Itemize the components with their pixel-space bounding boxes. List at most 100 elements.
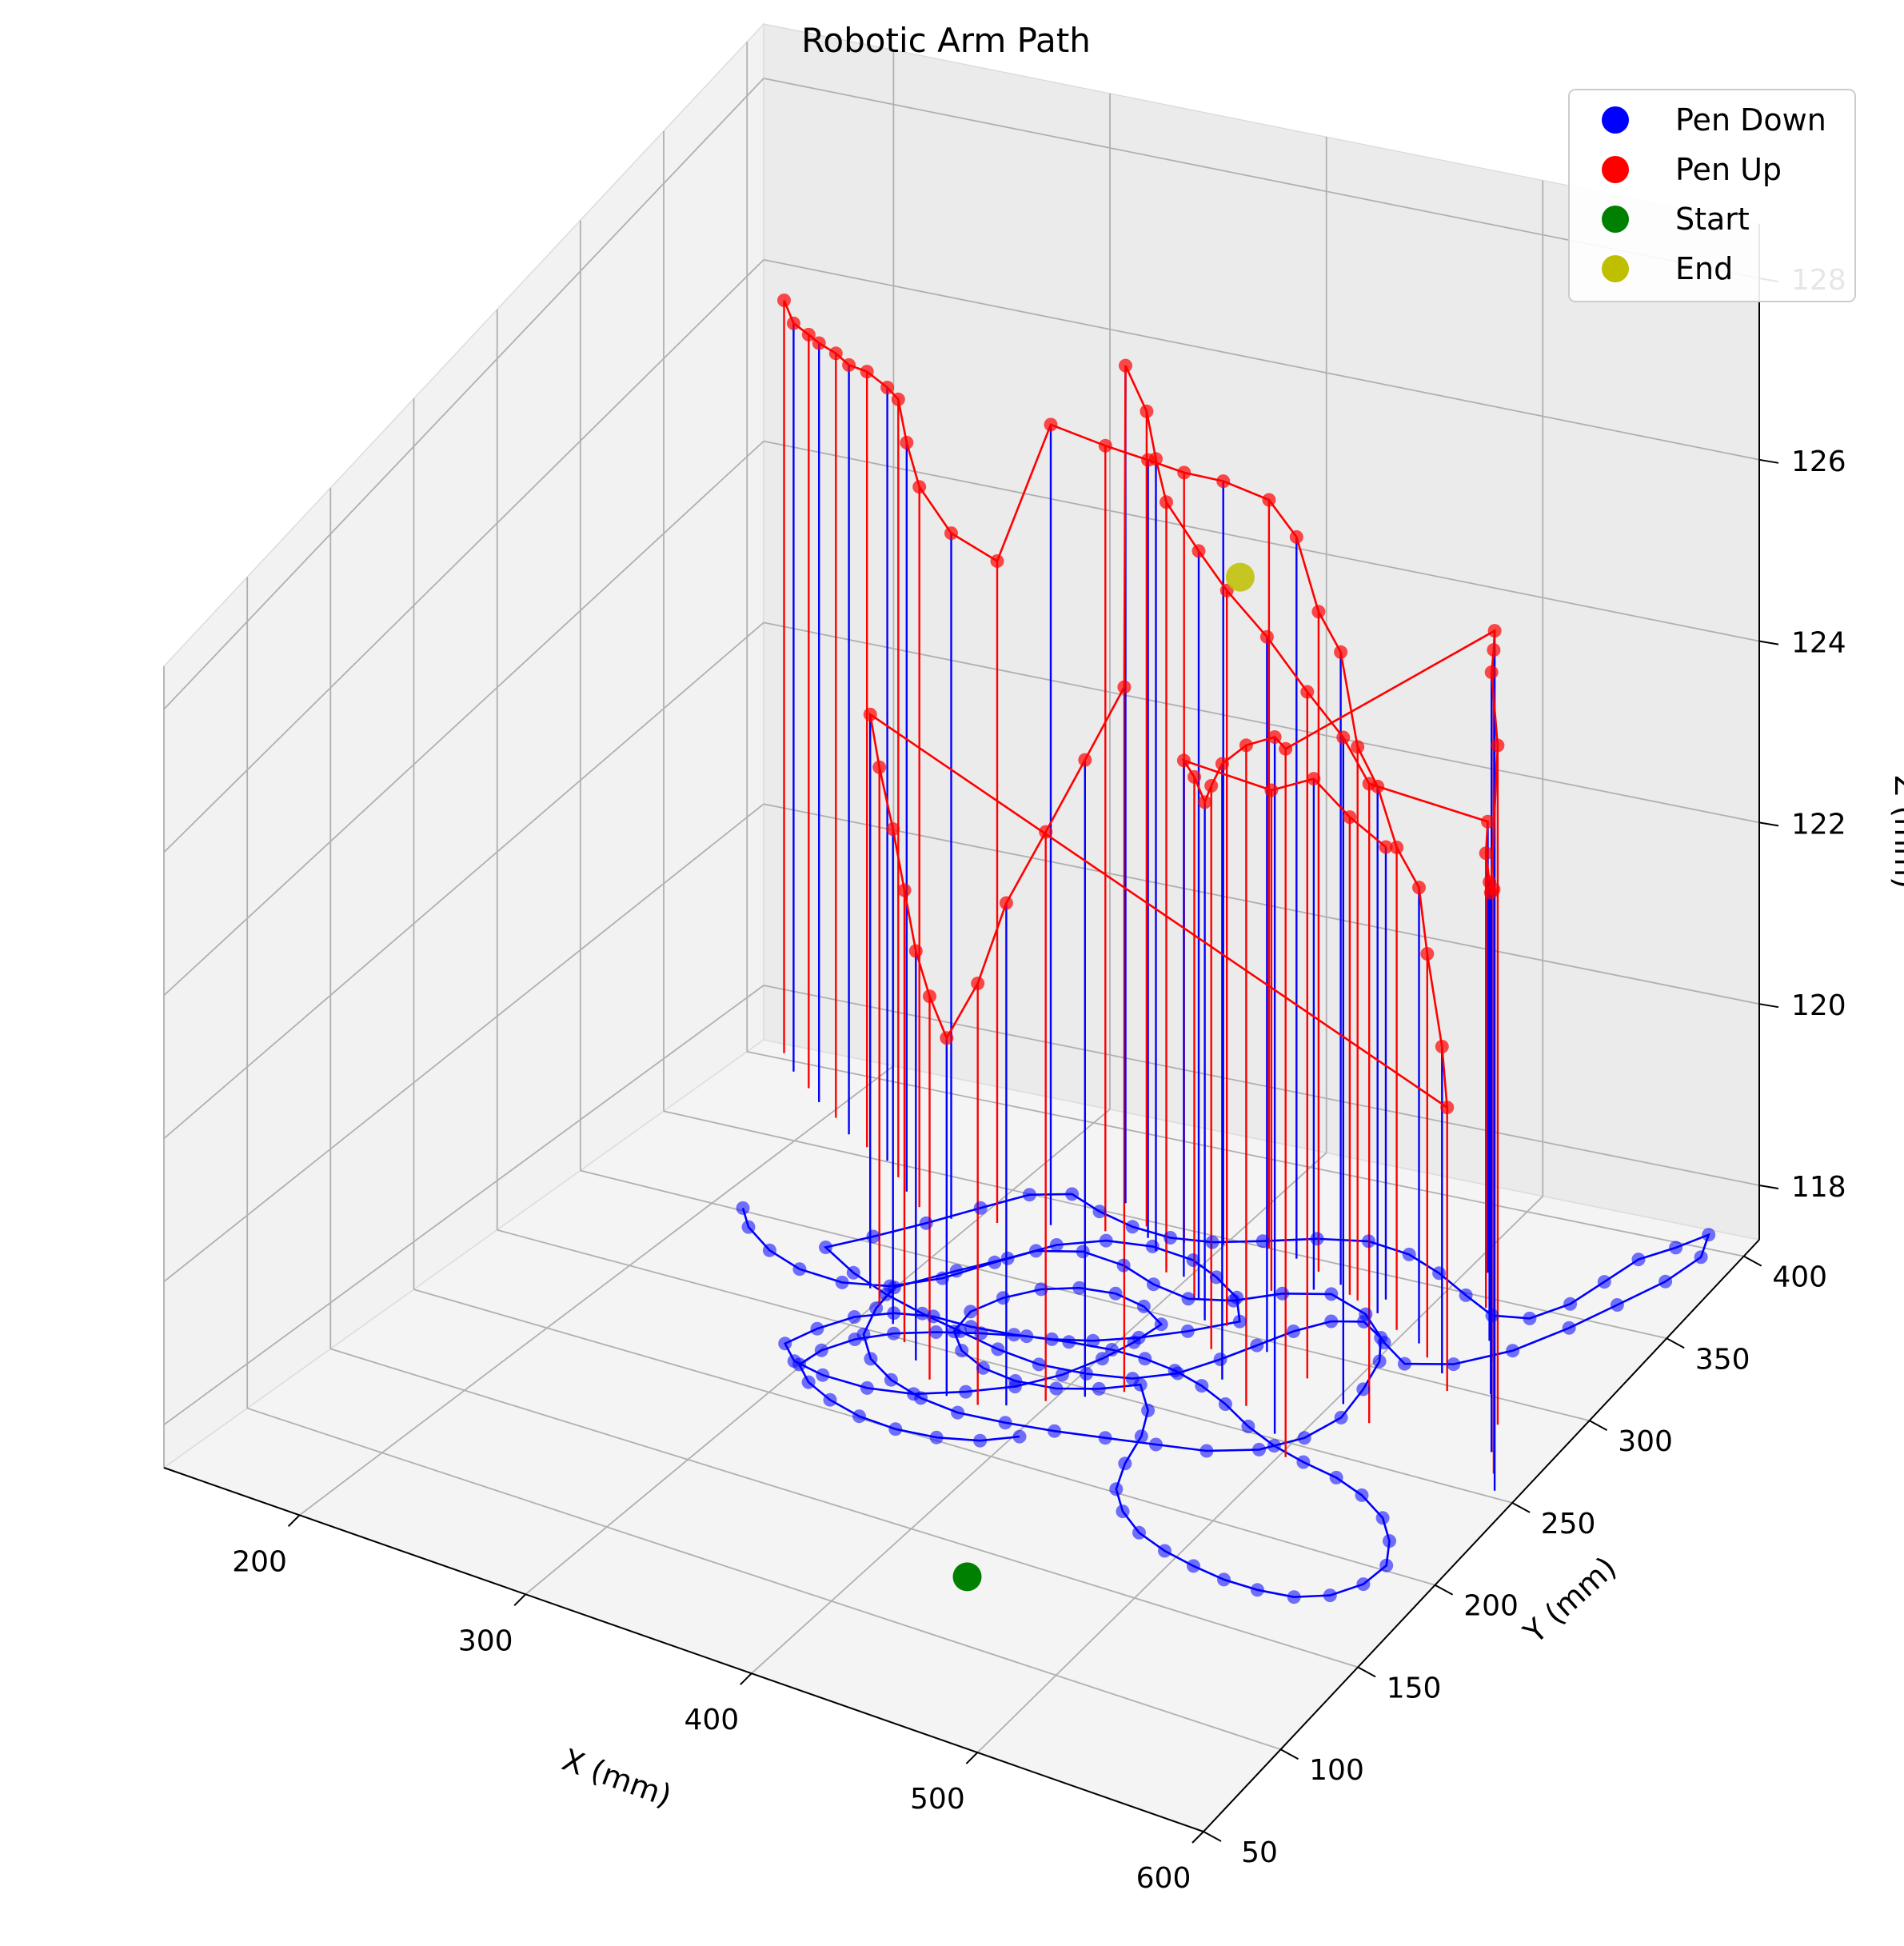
pen-up-point [786, 316, 800, 330]
pen-down-point [1133, 1377, 1148, 1392]
z-gridline [763, 440, 1760, 642]
legend-label-pen-up: Pen Up [1675, 152, 1782, 187]
pen-down-point [1164, 1231, 1177, 1245]
pen-up-point [1176, 753, 1191, 768]
pen-up-point [1300, 685, 1315, 699]
pen-down-point [1213, 1353, 1227, 1366]
pen-down-point [919, 1216, 933, 1230]
y-tick [1511, 1502, 1531, 1513]
pen-down-point [1374, 1331, 1388, 1345]
pen-down-point [1334, 1410, 1348, 1425]
pen-down-point [947, 1325, 961, 1339]
pen-up-point [801, 327, 816, 342]
pen-up-point [1311, 605, 1326, 619]
pen-up-point [880, 381, 895, 394]
pen-down-point [1048, 1424, 1062, 1438]
z-gridline [163, 803, 764, 1283]
pen-down-point [1154, 1317, 1168, 1332]
pen-down-point [1329, 1470, 1343, 1484]
pen-down-point [1250, 1583, 1264, 1597]
pen-down-point [1086, 1333, 1100, 1348]
y-tick [1357, 1666, 1376, 1678]
pen-down-point [1104, 1343, 1119, 1357]
pen-up-point [1279, 741, 1293, 756]
pen-down-point [951, 1405, 965, 1420]
pen-down-point [1372, 1354, 1387, 1369]
pen-up-point [971, 977, 985, 990]
pen-down-point [998, 1416, 1012, 1430]
pen-up-point [1343, 810, 1357, 825]
pen-up-point [842, 358, 856, 372]
pen-down-point [866, 1229, 880, 1244]
z-tick-label: 120 [1791, 989, 1846, 1022]
pen-down-point [1116, 1504, 1130, 1519]
pen-down-point [955, 1344, 969, 1358]
pen-down-point [1199, 1444, 1214, 1458]
pen-down-point [1092, 1205, 1107, 1219]
pen-up-point [908, 944, 923, 958]
pen-down-point [846, 1265, 860, 1280]
pen-up-point [1435, 1040, 1449, 1053]
pen-down-point [736, 1201, 750, 1215]
pen-up-point [812, 336, 826, 350]
pen-down-point [1181, 1292, 1195, 1306]
pen-down-point [1287, 1590, 1301, 1604]
x-tick-label: 200 [232, 1545, 287, 1578]
pen-down-point [1205, 1235, 1219, 1249]
pen-up-point [940, 1031, 954, 1045]
pen-up-point [1259, 629, 1274, 644]
pen-down-point [1029, 1244, 1043, 1258]
pen-down-point [1669, 1241, 1683, 1255]
pen-up-point [1487, 624, 1502, 638]
pen-up-point [1362, 777, 1376, 791]
pen-down-point [1032, 1357, 1046, 1372]
pen-up-point [1264, 783, 1279, 797]
markers-layer [736, 294, 1716, 1604]
legend-marker-end [1602, 255, 1629, 282]
pen-down-point [1275, 1286, 1290, 1301]
legend-marker-pen-up [1602, 156, 1629, 183]
pen-down-point [847, 1310, 861, 1324]
pen-down-point [848, 1333, 862, 1346]
pen-down-point [1267, 1439, 1281, 1453]
pen-down-point [1702, 1228, 1716, 1242]
pen-up-point [1484, 665, 1499, 679]
pen-down-point [1355, 1488, 1369, 1502]
pen-down-point [1007, 1328, 1021, 1342]
pen-up-point [1215, 757, 1229, 771]
legend-frame [1568, 89, 1856, 302]
y-tick-label: 250 [1541, 1508, 1596, 1540]
pen-down-point [1310, 1232, 1324, 1246]
pen-up-point [1481, 814, 1495, 829]
pen-down-point [1098, 1431, 1112, 1445]
y-tick [1743, 1255, 1762, 1267]
pen-down-point [1186, 1253, 1200, 1267]
y-tick [1666, 1337, 1685, 1349]
pen-down-point [1012, 1429, 1027, 1444]
start-marker [952, 1562, 982, 1592]
pen-up-point [1483, 885, 1498, 900]
pen-down-point [1232, 1314, 1247, 1329]
x-tick [1191, 1831, 1204, 1844]
pen-down-point [1055, 1368, 1069, 1382]
pen-down-point [1218, 1397, 1232, 1411]
pen-up-point [777, 294, 791, 307]
pen-down-point [1080, 1367, 1093, 1381]
pen-down-point [1125, 1220, 1140, 1234]
z-gridline [163, 259, 764, 853]
z-tick-label: 122 [1791, 808, 1846, 841]
pen-down-point [1072, 1281, 1087, 1295]
pen-down-point [887, 1306, 901, 1321]
pen-up-point [886, 822, 900, 837]
y-tick [1589, 1420, 1608, 1431]
pen-down-point [1432, 1266, 1447, 1281]
pen-up-point [944, 526, 958, 541]
pen-down-point [1230, 1290, 1244, 1305]
pen-up-point [891, 392, 905, 406]
z-tick-label: 124 [1791, 627, 1846, 660]
z-tick-label: 126 [1791, 446, 1846, 478]
grid-lines [163, 42, 1760, 1832]
legend-label-end: End [1675, 251, 1733, 286]
pen-down-point [1134, 1429, 1148, 1444]
legend-marker-pen-down [1602, 106, 1629, 134]
